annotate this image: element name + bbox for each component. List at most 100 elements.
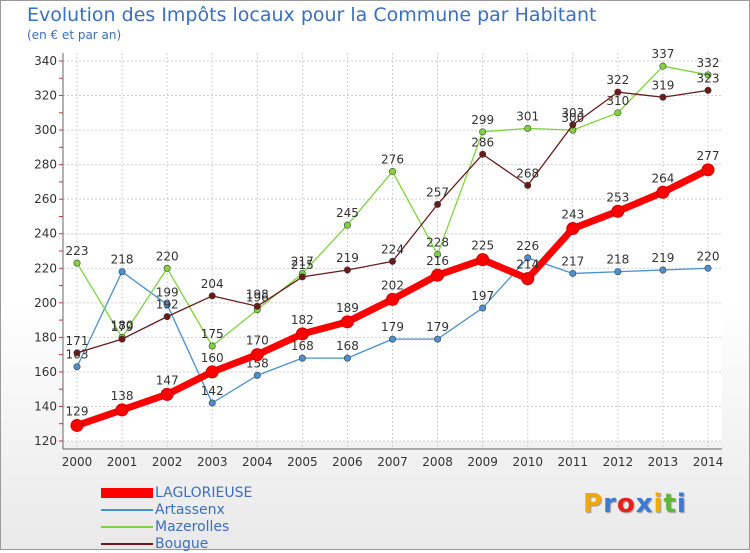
data-label-bougue: 319 bbox=[651, 78, 674, 92]
legend-swatch bbox=[101, 543, 153, 545]
data-label-bougue: 303 bbox=[561, 106, 584, 120]
data-label-bougue: 171 bbox=[66, 334, 89, 348]
legend-label: Mazerolles bbox=[155, 519, 230, 535]
x-tick-label: 2003 bbox=[197, 455, 228, 469]
data-label-mazerolles: 299 bbox=[471, 113, 494, 127]
data-label-laglorieuse: 277 bbox=[697, 149, 720, 163]
data-point-mazerolles bbox=[479, 128, 487, 136]
data-point-laglorieuse bbox=[431, 268, 445, 282]
data-label-artassenx: 179 bbox=[426, 320, 449, 334]
data-point-bougue bbox=[298, 273, 306, 281]
data-point-artassenx bbox=[118, 268, 126, 276]
data-point-mazerolles bbox=[73, 259, 81, 267]
data-point-bougue bbox=[118, 335, 126, 343]
data-point-artassenx bbox=[298, 354, 306, 362]
x-tick-label: 2010 bbox=[512, 455, 543, 469]
logo-letter: r bbox=[603, 489, 617, 519]
data-label-laglorieuse: 129 bbox=[66, 404, 89, 418]
data-label-laglorieuse: 138 bbox=[111, 389, 134, 403]
x-tick-label: 2014 bbox=[693, 455, 724, 469]
y-tick-label: 300 bbox=[34, 123, 57, 137]
data-point-laglorieuse bbox=[701, 163, 715, 177]
data-label-mazerolles: 175 bbox=[201, 327, 224, 341]
data-label-mazerolles: 276 bbox=[381, 153, 404, 167]
data-label-laglorieuse: 170 bbox=[246, 334, 269, 348]
y-tick-label: 220 bbox=[34, 261, 57, 275]
data-label-mazerolles: 332 bbox=[697, 56, 720, 70]
data-point-bougue bbox=[388, 257, 396, 265]
data-point-laglorieuse bbox=[521, 272, 535, 286]
data-label-artassenx: 168 bbox=[336, 339, 359, 353]
data-point-artassenx bbox=[479, 304, 487, 312]
data-point-artassenx bbox=[659, 266, 667, 274]
y-tick-label: 180 bbox=[34, 330, 57, 344]
x-tick-label: 2007 bbox=[377, 455, 408, 469]
data-label-bougue: 322 bbox=[606, 73, 629, 87]
data-label-mazerolles: 245 bbox=[336, 206, 359, 220]
data-point-laglorieuse bbox=[115, 403, 129, 417]
data-point-artassenx bbox=[704, 264, 712, 272]
data-point-artassenx bbox=[614, 268, 622, 276]
data-label-bougue: 224 bbox=[381, 242, 404, 256]
data-point-laglorieuse bbox=[250, 348, 264, 362]
legend-label: Artassenx bbox=[155, 502, 225, 518]
data-label-artassenx: 226 bbox=[516, 239, 539, 253]
x-tick-label: 2004 bbox=[242, 455, 273, 469]
data-label-artassenx: 199 bbox=[156, 286, 179, 300]
data-point-artassenx bbox=[434, 335, 442, 343]
data-label-bougue: 257 bbox=[426, 185, 449, 199]
logo-letter: x bbox=[635, 489, 654, 519]
data-label-artassenx: 168 bbox=[291, 339, 314, 353]
data-point-laglorieuse bbox=[205, 365, 219, 379]
data-point-laglorieuse bbox=[656, 185, 670, 199]
data-point-bougue bbox=[73, 349, 81, 357]
logo-letter: t bbox=[663, 489, 677, 519]
x-tick-label: 2009 bbox=[467, 455, 498, 469]
y-tick-label: 320 bbox=[34, 89, 57, 103]
data-label-laglorieuse: 243 bbox=[561, 208, 584, 222]
y-tick-label: 260 bbox=[34, 192, 57, 206]
data-point-bougue bbox=[343, 266, 351, 274]
data-label-bougue: 219 bbox=[336, 251, 359, 265]
data-point-bougue bbox=[434, 200, 442, 208]
data-label-artassenx: 219 bbox=[651, 251, 674, 265]
x-tick-label: 2002 bbox=[152, 455, 183, 469]
data-point-laglorieuse bbox=[476, 253, 490, 267]
x-tick-label: 2001 bbox=[107, 455, 138, 469]
legend-label: LAGLORIEUSE bbox=[155, 485, 253, 501]
y-tick-label: 160 bbox=[34, 365, 57, 379]
data-label-mazerolles: 220 bbox=[156, 249, 179, 263]
data-label-laglorieuse: 253 bbox=[606, 190, 629, 204]
data-point-artassenx bbox=[569, 269, 577, 277]
data-point-mazerolles bbox=[704, 71, 712, 79]
data-label-bougue: 286 bbox=[471, 135, 494, 149]
data-point-mazerolles bbox=[659, 62, 667, 70]
data-label-mazerolles: 300 bbox=[561, 111, 584, 125]
data-label-artassenx: 218 bbox=[111, 253, 134, 267]
data-label-bougue: 192 bbox=[156, 298, 179, 312]
data-point-artassenx bbox=[524, 254, 532, 262]
logo-letter: o bbox=[616, 489, 636, 519]
data-label-mazerolles: 228 bbox=[426, 235, 449, 249]
data-label-laglorieuse: 189 bbox=[336, 301, 359, 315]
data-label-laglorieuse: 147 bbox=[156, 373, 179, 387]
legend-swatch bbox=[101, 488, 153, 498]
data-label-bougue: 204 bbox=[201, 277, 224, 291]
chart-title: Evolution des Impôts locaux pour la Comm… bbox=[27, 4, 597, 26]
data-point-artassenx bbox=[208, 399, 216, 407]
data-label-laglorieuse: 182 bbox=[291, 313, 314, 327]
data-point-laglorieuse bbox=[566, 222, 580, 236]
data-point-mazerolles bbox=[388, 168, 396, 176]
data-label-mazerolles: 180 bbox=[111, 318, 134, 332]
data-label-bougue: 215 bbox=[291, 258, 314, 272]
x-tick-label: 2011 bbox=[558, 455, 589, 469]
data-point-artassenx bbox=[388, 335, 396, 343]
data-label-bougue: 268 bbox=[516, 166, 539, 180]
x-tick-label: 2005 bbox=[287, 455, 318, 469]
data-point-laglorieuse bbox=[70, 418, 84, 432]
data-label-artassenx: 217 bbox=[561, 254, 584, 268]
x-tick-label: 2008 bbox=[422, 455, 453, 469]
data-point-bougue bbox=[479, 150, 487, 158]
